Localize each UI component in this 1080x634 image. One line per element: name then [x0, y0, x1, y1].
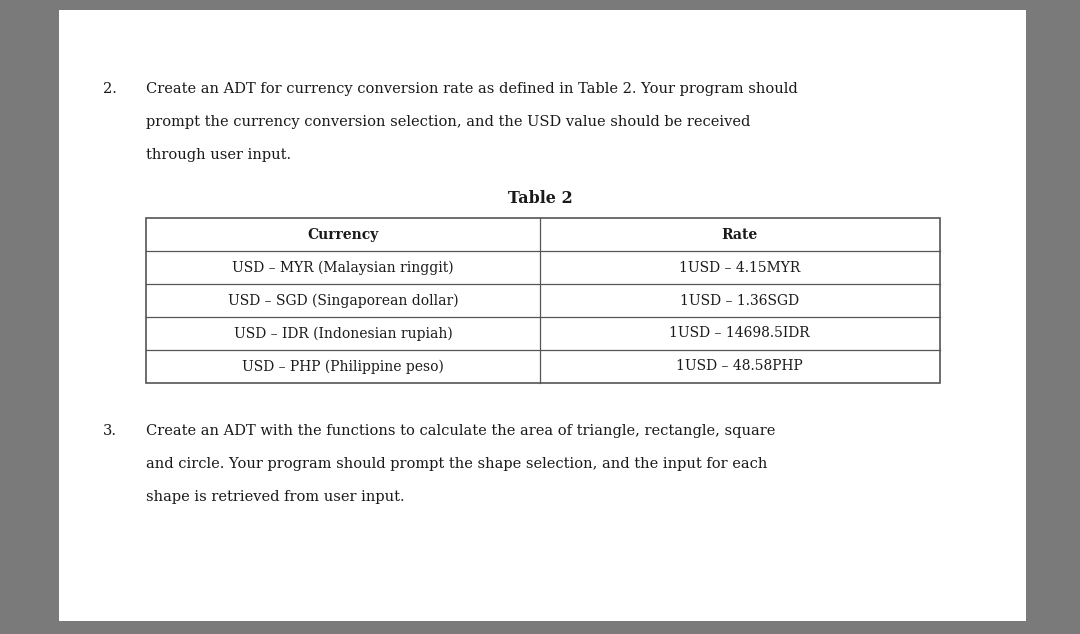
Text: through user input.: through user input.	[146, 148, 291, 162]
Text: Currency: Currency	[307, 228, 379, 242]
Text: prompt the currency conversion selection, and the USD value should be received: prompt the currency conversion selection…	[146, 115, 751, 129]
Text: 1USD – 4.15MYR: 1USD – 4.15MYR	[679, 261, 800, 275]
Bar	[146, 218, 940, 383]
Text: shape is retrieved from user input.: shape is retrieved from user input.	[146, 490, 404, 504]
Text: and circle. Your program should prompt the shape selection, and the input for ea: and circle. Your program should prompt t…	[146, 457, 767, 471]
Text: USD – PHP (Philippine peso): USD – PHP (Philippine peso)	[242, 359, 444, 373]
Text: 1USD – 48.58PHP: 1USD – 48.58PHP	[676, 359, 804, 373]
Bar	[59, 10, 1026, 621]
Text: Table 2: Table 2	[508, 190, 572, 207]
Text: 3.: 3.	[103, 424, 117, 438]
Text: USD – SGD (Singaporean dollar): USD – SGD (Singaporean dollar)	[228, 294, 458, 307]
Text: 1USD – 14698.5IDR: 1USD – 14698.5IDR	[670, 327, 810, 340]
Text: 2.: 2.	[103, 82, 117, 96]
Text: USD – MYR (Malaysian ringgit): USD – MYR (Malaysian ringgit)	[232, 261, 454, 275]
Text: Create an ADT with the functions to calculate the area of triangle, rectangle, s: Create an ADT with the functions to calc…	[146, 424, 775, 438]
Text: USD – IDR (Indonesian rupiah): USD – IDR (Indonesian rupiah)	[233, 327, 453, 340]
Text: Rate: Rate	[721, 228, 758, 242]
Text: 1USD – 1.36SGD: 1USD – 1.36SGD	[680, 294, 799, 307]
Text: Create an ADT for currency conversion rate as defined in Table 2. Your program s: Create an ADT for currency conversion ra…	[146, 82, 797, 96]
